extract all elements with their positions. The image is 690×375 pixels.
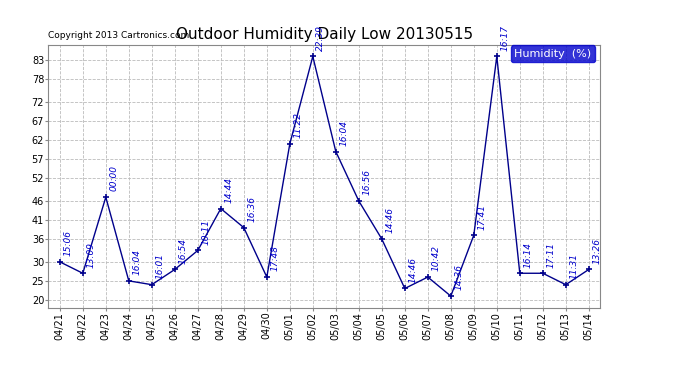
Text: 16:56: 16:56	[362, 169, 371, 195]
Text: 14:46: 14:46	[408, 257, 417, 283]
Text: 17:48: 17:48	[270, 245, 279, 272]
Text: 16:04: 16:04	[339, 120, 348, 146]
Text: 11:22: 11:22	[293, 112, 302, 138]
Text: 16:04: 16:04	[132, 249, 141, 275]
Legend: Humidity  (%): Humidity (%)	[511, 45, 595, 62]
Text: 16:54: 16:54	[178, 238, 187, 264]
Text: 14:44: 14:44	[224, 177, 233, 203]
Text: 13:26: 13:26	[592, 238, 601, 264]
Text: 14:46: 14:46	[385, 207, 394, 233]
Text: 16:17: 16:17	[500, 25, 509, 51]
Text: 17:41: 17:41	[477, 204, 486, 230]
Text: 22:39: 22:39	[316, 25, 325, 51]
Text: 17:11: 17:11	[546, 242, 555, 267]
Text: 10:42: 10:42	[431, 245, 440, 272]
Text: 16:14: 16:14	[523, 242, 532, 267]
Text: 00:00: 00:00	[109, 165, 118, 192]
Text: Copyright 2013 Cartronics.com: Copyright 2013 Cartronics.com	[48, 31, 190, 40]
Text: 15:06: 15:06	[63, 230, 72, 256]
Text: 16:01: 16:01	[155, 253, 164, 279]
Text: 16:36: 16:36	[247, 196, 256, 222]
Text: 14:36: 14:36	[454, 264, 463, 290]
Text: 11:31: 11:31	[569, 253, 578, 279]
Title: Outdoor Humidity Daily Low 20130515: Outdoor Humidity Daily Low 20130515	[176, 27, 473, 42]
Text: 13:09: 13:09	[86, 242, 95, 267]
Text: 10:11: 10:11	[201, 219, 210, 245]
